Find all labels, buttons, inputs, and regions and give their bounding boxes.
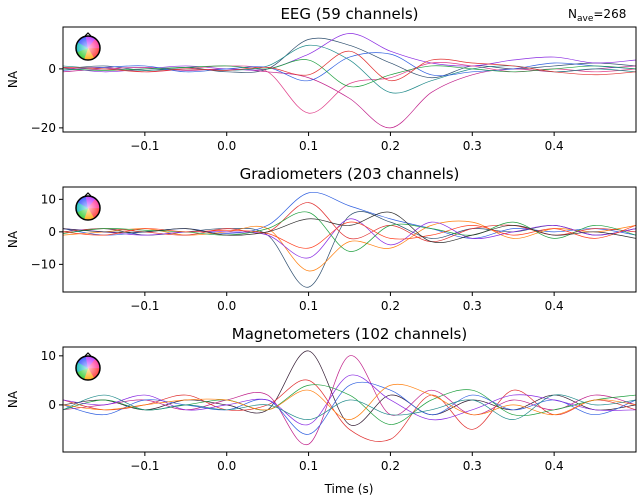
- y-axis-label: NA: [6, 230, 20, 248]
- channel-trace: [63, 383, 636, 420]
- x-tick-label: −0.1: [130, 139, 159, 153]
- traces: [63, 350, 636, 445]
- channel-trace: [63, 350, 636, 426]
- y-axis-label: NA: [6, 70, 20, 88]
- channel-trace: [63, 202, 636, 242]
- traces: [63, 191, 636, 288]
- channel-trace: [63, 211, 636, 288]
- x-tick-label: 0.1: [299, 299, 318, 313]
- y-tick-label: 10: [41, 192, 56, 206]
- x-tick-label: 0.2: [381, 299, 400, 313]
- channel-trace: [63, 33, 636, 73]
- channel-trace: [63, 220, 636, 272]
- sensor-head-icon: [75, 32, 101, 61]
- channel-trace: [63, 50, 636, 82]
- channel-trace: [63, 65, 636, 129]
- axes-frame: [62, 26, 637, 133]
- channel-trace: [63, 221, 636, 249]
- panel-title: Magnetometers (102 channels): [232, 325, 467, 343]
- panel-2: Gradiometers (203 channels) NA 10 0 −10 −0.1 0…: [6, 165, 637, 313]
- panel-3: Magnetometers (102 channels) NA 10 0 −0.1 0.0…: [6, 325, 637, 473]
- channel-trace: [63, 381, 636, 435]
- x-tick-label: −0.1: [130, 299, 159, 313]
- axes-frame: [62, 186, 637, 293]
- x-tick-label: 0.0: [217, 139, 236, 153]
- channel-trace: [63, 374, 636, 426]
- x-tick-label: 0.1: [299, 459, 318, 473]
- channel-trace: [63, 218, 636, 259]
- x-tick-label: −0.1: [130, 459, 159, 473]
- channel-trace: [63, 211, 636, 243]
- x-tick-label: 0.2: [381, 459, 400, 473]
- sensor-head-icon: [75, 352, 101, 381]
- y-tick-label: −20: [31, 121, 56, 135]
- traces: [63, 33, 636, 129]
- panel-1: EEG (59 channels) NA 0 −20 −0.1 0.0 0.1 0.2 0.3 0…: [6, 5, 637, 153]
- x-tick-label: 0.4: [545, 139, 564, 153]
- channel-trace: [63, 52, 636, 82]
- nave-label: Nave=268: [568, 7, 626, 24]
- axes-frame: [62, 346, 637, 453]
- panel-title: Gradiometers (203 channels): [240, 165, 460, 183]
- y-axis-label: NA: [6, 390, 20, 408]
- x-axis-label: Time (s): [324, 482, 374, 496]
- channel-trace: [63, 355, 636, 445]
- y-tick-label: 10: [41, 349, 56, 363]
- panel-title: EEG (59 channels): [280, 5, 418, 23]
- x-tick-label: 0.3: [463, 459, 482, 473]
- y-tick-label: −10: [31, 257, 56, 271]
- x-tick-label: 0.2: [381, 139, 400, 153]
- x-tick-label: 0.4: [545, 459, 564, 473]
- x-tick-label: 0.0: [217, 299, 236, 313]
- y-tick-label: 0: [48, 62, 56, 76]
- y-tick-label: 0: [48, 398, 56, 412]
- x-tick-label: 0.1: [299, 139, 318, 153]
- channel-trace: [63, 59, 636, 88]
- channel-trace: [63, 394, 636, 420]
- x-tick-label: 0.3: [463, 139, 482, 153]
- x-tick-label: 0.3: [463, 299, 482, 313]
- y-tick-label: 0: [48, 225, 56, 239]
- x-tick-label: 0.4: [545, 299, 564, 313]
- sensor-head-icon: [75, 192, 101, 221]
- x-tick-label: 0.0: [217, 459, 236, 473]
